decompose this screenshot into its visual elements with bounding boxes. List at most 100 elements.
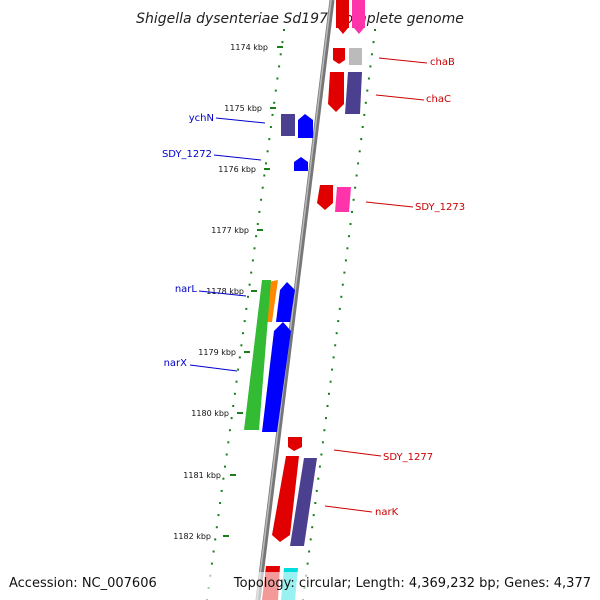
gene-arrow[interactable] bbox=[328, 72, 344, 112]
tick-label: 1178 kbp bbox=[206, 287, 244, 296]
tick-label: 1174 kbp bbox=[230, 43, 268, 52]
guide-dot bbox=[363, 113, 366, 116]
gene-arrow[interactable] bbox=[244, 280, 271, 430]
guide-dot bbox=[232, 405, 235, 407]
tick-label: 1175 kbp bbox=[224, 104, 262, 113]
guide-dot bbox=[215, 526, 218, 529]
guide-dot bbox=[255, 235, 258, 238]
guide-dot bbox=[271, 113, 274, 116]
guide-dot bbox=[243, 320, 246, 323]
tick-mark bbox=[264, 168, 270, 170]
gene-arrow[interactable] bbox=[276, 282, 295, 322]
guide-dot bbox=[227, 441, 230, 444]
guide-dot bbox=[253, 247, 256, 250]
outer-dotted-line-right bbox=[302, 29, 376, 600]
gene-label-ychN[interactable]: ychN bbox=[189, 113, 214, 124]
gene-label-narX[interactable]: narX bbox=[164, 358, 188, 369]
guide-dot bbox=[321, 441, 324, 444]
guide-dot bbox=[269, 126, 272, 128]
guide-dot bbox=[354, 186, 357, 189]
reverse-gene-labels: chaB chaC SDY_1273 SDY_1277 narK bbox=[324, 57, 465, 518]
guide-dot bbox=[314, 502, 317, 504]
guide-dot bbox=[245, 307, 248, 310]
guide-dot bbox=[332, 356, 335, 359]
guide-dot bbox=[348, 235, 350, 238]
guide-dot bbox=[250, 271, 253, 274]
gene-label-SDY_1277[interactable]: SDY_1277 bbox=[383, 452, 433, 463]
guide-dot bbox=[256, 223, 259, 225]
gene-arrow[interactable] bbox=[288, 437, 302, 451]
gene-arrow[interactable] bbox=[335, 187, 351, 212]
guide-dot bbox=[335, 332, 338, 335]
gene-arrow[interactable] bbox=[272, 456, 299, 542]
kbp-scale: 1174 kbp 1175 kbp 1176 kbp 1177 kbp 1178… bbox=[173, 43, 283, 541]
label-leader bbox=[215, 117, 266, 124]
guide-dot bbox=[309, 538, 312, 541]
guide-dot bbox=[344, 259, 347, 262]
guide-dot bbox=[315, 489, 318, 492]
gene-arrow-head bbox=[338, 28, 348, 34]
guide-dot bbox=[340, 295, 343, 298]
gene-arrow[interactable] bbox=[345, 72, 362, 114]
gene-arrow[interactable] bbox=[262, 322, 291, 432]
guide-dot bbox=[235, 380, 238, 383]
tick-mark bbox=[244, 351, 250, 353]
guide-dot bbox=[323, 429, 326, 432]
guide-dot bbox=[355, 174, 358, 177]
guide-dot bbox=[265, 162, 267, 165]
guide-dot bbox=[263, 174, 266, 177]
gene-label-narK[interactable]: narK bbox=[375, 507, 399, 518]
guide-dot bbox=[219, 502, 222, 504]
gene-label-chaB[interactable]: chaB bbox=[430, 57, 455, 68]
guide-dot bbox=[312, 514, 315, 517]
guide-dot bbox=[217, 514, 220, 517]
gene-arrow[interactable] bbox=[298, 114, 313, 138]
guide-dot bbox=[343, 271, 346, 274]
gene-arrow[interactable] bbox=[336, 0, 349, 28]
guide-dot bbox=[268, 138, 271, 141]
gene-label-SDY_1273[interactable]: SDY_1273 bbox=[415, 202, 465, 213]
guide-dot bbox=[276, 77, 279, 80]
gene-label-SDY_1272[interactable]: SDY_1272 bbox=[162, 149, 212, 160]
label-leader bbox=[378, 57, 428, 64]
guide-dot bbox=[279, 53, 282, 56]
reverse-strand-genes bbox=[262, 0, 365, 600]
gene-arrow[interactable] bbox=[349, 48, 362, 65]
gene-arrow[interactable] bbox=[290, 458, 317, 546]
gene-arrow[interactable] bbox=[294, 157, 308, 171]
gene-arrow[interactable] bbox=[333, 48, 345, 64]
guide-dot bbox=[266, 150, 269, 153]
guide-dot bbox=[237, 368, 240, 371]
gene-label-chaC[interactable]: chaC bbox=[426, 94, 451, 105]
outer-dotted-line-left bbox=[206, 29, 285, 600]
gene-arrow[interactable] bbox=[281, 114, 295, 136]
guide-dot bbox=[338, 307, 341, 310]
label-leader bbox=[198, 290, 247, 297]
gene-arrow[interactable] bbox=[352, 0, 365, 28]
guide-dot bbox=[369, 65, 372, 68]
genome-backbone bbox=[255, 0, 335, 600]
guide-dot bbox=[306, 562, 309, 565]
gene-label-narL[interactable]: narL bbox=[175, 284, 198, 295]
guide-dot bbox=[357, 162, 360, 165]
tick-label: 1176 kbp bbox=[218, 165, 256, 174]
guide-dot bbox=[370, 53, 373, 56]
guide-dot bbox=[366, 89, 369, 92]
guide-dot bbox=[337, 320, 340, 323]
guide-dot bbox=[260, 198, 263, 201]
tick-label: 1180 kbp bbox=[191, 409, 229, 418]
guide-dot bbox=[222, 477, 225, 480]
guide-dot bbox=[281, 41, 284, 44]
guide-dot bbox=[220, 489, 223, 492]
guide-dot bbox=[326, 405, 329, 407]
guide-dot bbox=[242, 332, 244, 335]
forward-strand-genes bbox=[244, 114, 313, 432]
label-leader bbox=[333, 449, 382, 457]
guide-dot bbox=[358, 150, 361, 153]
guide-dot bbox=[320, 453, 323, 456]
genome-backbone-highlight bbox=[256, 0, 332, 600]
gene-arrow[interactable] bbox=[317, 185, 333, 210]
guide-dot bbox=[258, 210, 261, 213]
label-leader bbox=[365, 201, 414, 208]
